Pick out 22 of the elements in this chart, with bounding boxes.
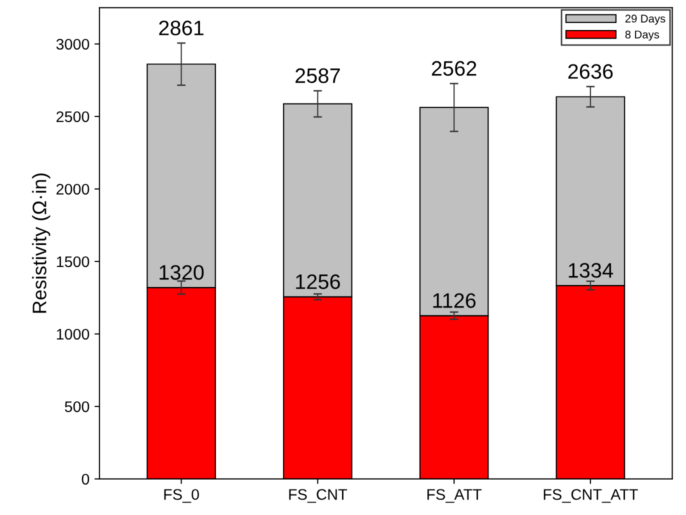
- total-label: 2562: [432, 61, 476, 76]
- data-label: 1256: [296, 274, 340, 290]
- x-tick-label: FS_0: [164, 489, 199, 503]
- data-label: 1320: [160, 265, 204, 280]
- legend-label: 29 Days: [625, 14, 666, 25]
- data-label: 1126: [433, 293, 476, 308]
- y-tick-label: 1500: [56, 256, 90, 268]
- total-label: 2861: [159, 20, 204, 36]
- y-tick-label: 1000: [56, 328, 90, 340]
- y-tick-label: 2000: [56, 184, 90, 195]
- y-axis-title: Resistivity (Ω·in): [32, 174, 50, 313]
- total-label: 2587: [296, 68, 340, 84]
- data-label: 1334: [568, 263, 614, 278]
- total-label: 2636: [568, 64, 613, 79]
- y-tick-label: 0: [82, 474, 90, 485]
- x-tick-label: FS_CNT: [289, 489, 348, 503]
- y-tick-label: 3000: [56, 38, 90, 50]
- x-tick-label: FS_ATT: [427, 489, 482, 503]
- legend-label: 8 Days: [625, 30, 660, 41]
- y-tick-label: 500: [64, 401, 90, 412]
- y-tick-label: 2500: [56, 111, 90, 122]
- x-tick-label: FS_CNT_ATT: [544, 489, 638, 503]
